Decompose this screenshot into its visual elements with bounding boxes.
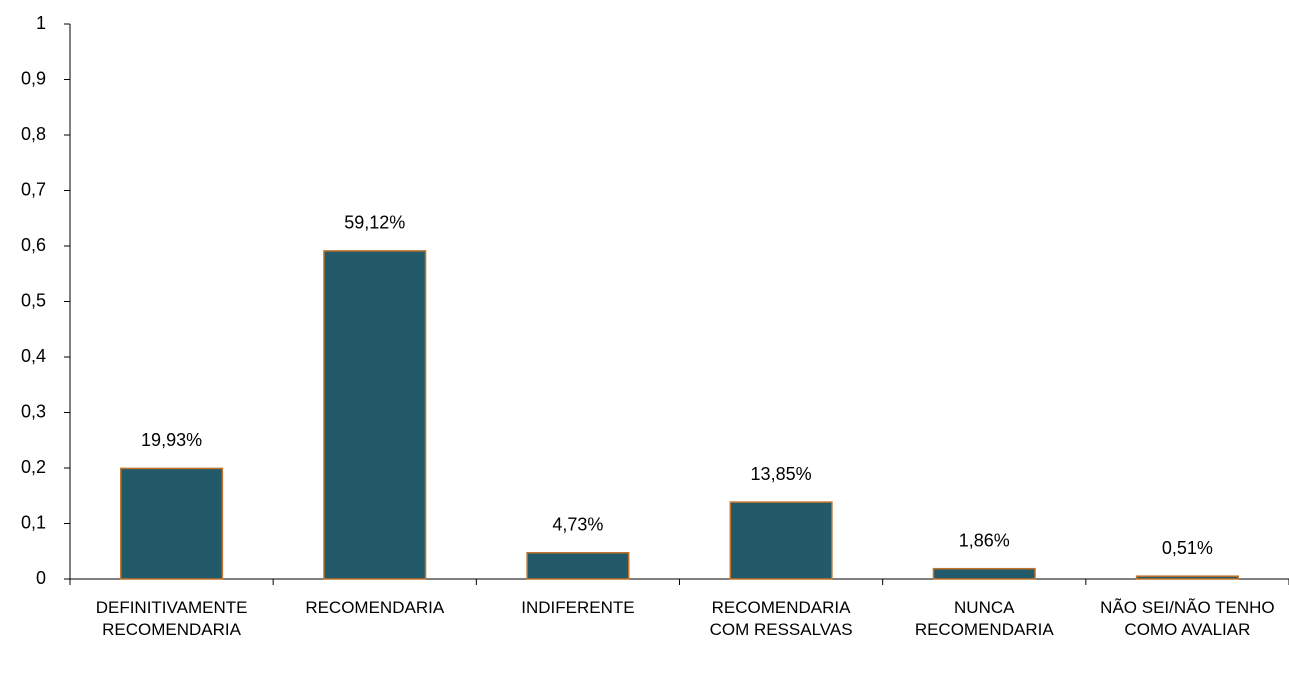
bar xyxy=(932,567,1036,580)
x-tick-label: NÃO SEI/NÃO TENHO COMO AVALIAR xyxy=(1100,598,1275,640)
bar xyxy=(1135,575,1239,580)
y-tick-label: 0,5 xyxy=(21,290,46,310)
x-tick-label: RECOMENDARIA xyxy=(305,598,445,617)
value-label: 4,73% xyxy=(552,514,603,534)
x-tick-label: INDIFERENTE xyxy=(521,598,635,617)
y-tick-label: 0,2 xyxy=(21,457,46,477)
value-label: 13,85% xyxy=(751,464,812,484)
y-tick-label: 0 xyxy=(36,568,46,588)
x-tick-label: DEFINITIVAMENTE RECOMENDARIA xyxy=(95,598,248,640)
value-label: 19,93% xyxy=(141,430,202,450)
x-tick-label: NUNCA RECOMENDARIA xyxy=(914,598,1054,640)
bar xyxy=(526,551,630,580)
y-tick-label: 0,9 xyxy=(21,68,46,88)
y-tick-label: 0,3 xyxy=(21,401,46,421)
y-tick-label: 0,8 xyxy=(21,124,46,144)
value-label: 1,86% xyxy=(959,530,1010,550)
value-label: 0,51% xyxy=(1162,538,1213,558)
y-tick-label: 0,7 xyxy=(21,179,46,199)
x-tick-label: RECOMENDARIA COM RESSALVAS xyxy=(709,598,853,640)
bar xyxy=(323,250,427,580)
y-tick-label: 0,1 xyxy=(21,512,46,532)
y-tick-label: 0,6 xyxy=(21,235,46,255)
bar xyxy=(120,467,224,580)
bar xyxy=(729,501,833,580)
y-tick-label: 1 xyxy=(36,13,46,33)
y-tick-label: 0,4 xyxy=(21,346,46,366)
value-label: 59,12% xyxy=(344,213,405,233)
